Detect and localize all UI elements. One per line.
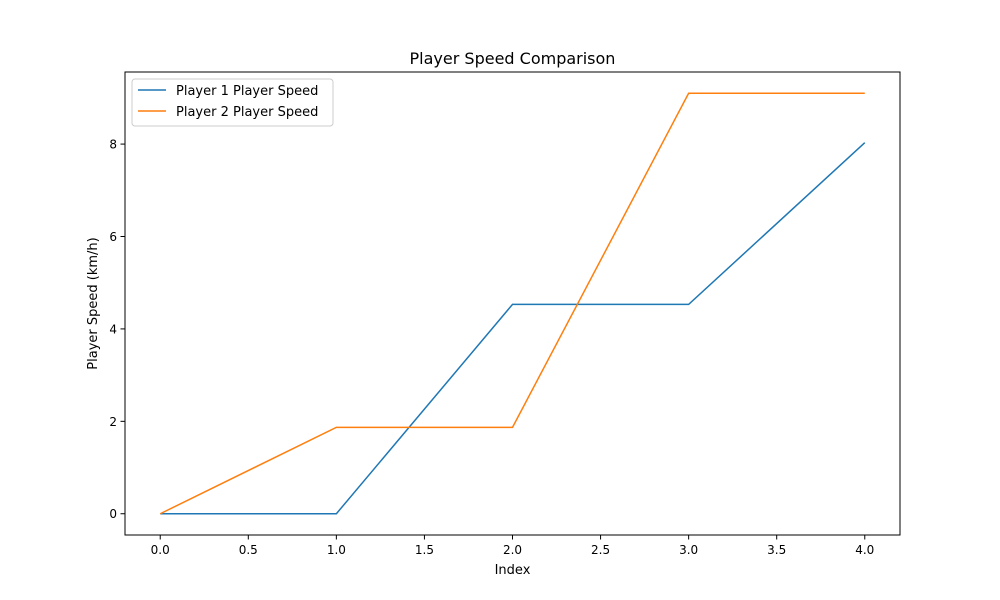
- x-tick-label: 1.5: [415, 543, 434, 557]
- x-tick-label: 1.0: [327, 543, 346, 557]
- x-tick-label: 0.0: [151, 543, 170, 557]
- x-axis: 0.0 0.5 1.0 1.5 2.0 2.5 3.0 3.5 4.0: [151, 535, 874, 557]
- x-tick-label: 2.5: [591, 543, 610, 557]
- x-axis-label: Index: [495, 563, 531, 578]
- chart-title: Player Speed Comparison: [410, 49, 616, 68]
- x-tick-label: 4.0: [855, 543, 874, 557]
- y-tick-label: 4: [109, 322, 117, 336]
- y-tick-label: 0: [109, 507, 117, 521]
- legend: Player 1 Player Speed Player 2 Player Spe…: [131, 78, 334, 127]
- series-line-player-1: [160, 142, 866, 515]
- y-axis-label: Player Speed (km/h): [86, 237, 101, 369]
- legend-box: [131, 78, 334, 127]
- series-line-player-2: [159, 92, 865, 515]
- x-tick-label: 3.5: [767, 543, 786, 557]
- y-axis: 0 2 4 6 8: [109, 138, 125, 521]
- y-tick-label: 2: [109, 415, 117, 429]
- legend-label-player-1: Player 1 Player Speed: [176, 84, 318, 99]
- series-layer: [159, 92, 866, 515]
- x-tick-label: 3.0: [679, 543, 698, 557]
- y-tick-label: 6: [109, 230, 117, 244]
- x-tick-label: 0.5: [239, 543, 258, 557]
- x-tick-label: 2.0: [503, 543, 522, 557]
- legend-label-player-2: Player 2 Player Speed: [176, 105, 318, 120]
- y-tick-label: 8: [109, 138, 117, 152]
